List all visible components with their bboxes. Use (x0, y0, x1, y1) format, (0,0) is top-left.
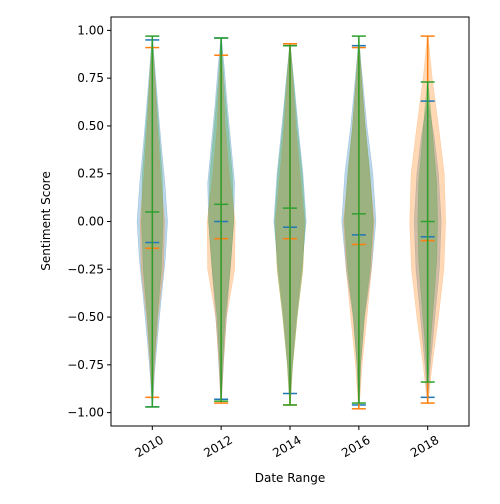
x-tick-label-2012: 2012 (201, 433, 234, 460)
y-tick-label-0: −1.00 (67, 406, 104, 420)
y-tick-label-2: −0.50 (67, 310, 104, 324)
y-tick-label-8: 1.00 (77, 23, 104, 37)
x-tick-label-2016: 2016 (339, 433, 372, 460)
y-tick-label-7: 0.75 (77, 71, 104, 85)
x-tick-label-2018: 2018 (408, 433, 441, 460)
y-axis-label: Sentiment Score (39, 171, 53, 270)
x-tick-label-2010: 2010 (133, 433, 166, 460)
y-tick-label-4: 0.00 (77, 215, 104, 229)
x-axis-label: Date Range (255, 471, 326, 485)
x-tick-label-2014: 2014 (270, 433, 303, 460)
y-tick-label-1: −0.75 (67, 358, 104, 372)
y-tick-label-6: 0.50 (77, 119, 104, 133)
y-tick-label-3: −0.25 (67, 262, 104, 276)
violins-layer (136, 35, 446, 410)
y-tick-label-5: 0.25 (77, 167, 104, 181)
axes-layer: −1.00 −0.75 −0.50 −0.25 0.00 0.25 0.50 0.75 1.00… (67, 16, 470, 460)
